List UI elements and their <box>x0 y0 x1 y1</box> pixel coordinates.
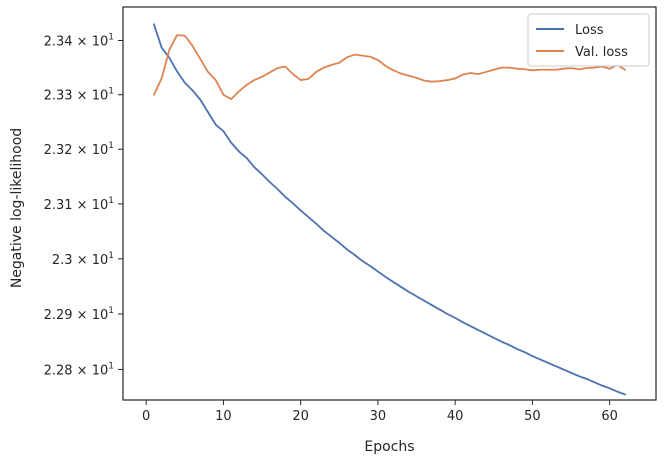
y-tick-label: 2.31 × 101 <box>44 196 114 213</box>
y-tick-label: 2.3 × 101 <box>52 251 114 268</box>
x-axis-title: Epochs <box>364 439 414 455</box>
y-tick-label: 2.34 × 101 <box>44 33 114 50</box>
series-layer <box>153 23 626 396</box>
series-line-val-loss <box>153 34 626 100</box>
x-tick-label: 60 <box>601 409 618 424</box>
legend-box <box>527 13 650 67</box>
x-tick-label: 10 <box>215 409 232 424</box>
y-tick-label: 2.29 × 101 <box>44 306 114 323</box>
legend: Loss Val. loss <box>527 13 650 67</box>
y-tick-label: 2.32 × 101 <box>44 141 114 158</box>
x-tick-label: 50 <box>524 409 541 424</box>
legend-label-val-loss: Val. loss <box>575 45 628 60</box>
legend-label-loss: Loss <box>575 23 604 38</box>
x-tick-label: 20 <box>292 409 309 424</box>
y-tick-label: 2.33 × 101 <box>44 87 114 104</box>
y-axis-title: Negative log-likelihood <box>9 128 25 288</box>
x-tick-label: 30 <box>370 409 387 424</box>
series-line-loss <box>153 23 626 396</box>
y-axis: 2.34 × 101 2.33 × 101 2.32 × 101 2.31 × 101… <box>44 33 123 378</box>
x-tick-label: 40 <box>447 409 464 424</box>
y-tick-label: 2.28 × 101 <box>44 361 114 378</box>
x-axis: 0 10 20 30 40 50 60 <box>142 400 618 424</box>
x-tick-label: 0 <box>142 409 150 424</box>
